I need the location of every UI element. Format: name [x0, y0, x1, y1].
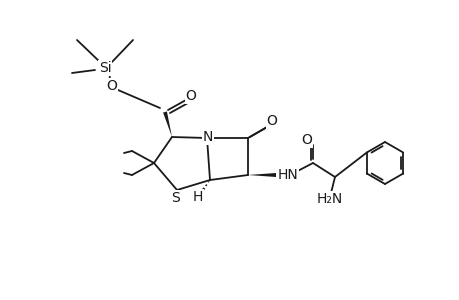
- Text: O: O: [106, 79, 117, 93]
- Text: Si: Si: [99, 61, 111, 75]
- Text: HN: HN: [277, 168, 298, 182]
- Polygon shape: [247, 173, 275, 177]
- Text: O: O: [301, 133, 312, 147]
- Text: H₂N: H₂N: [316, 192, 342, 206]
- Text: H: H: [192, 190, 203, 204]
- Text: N: N: [202, 130, 213, 144]
- Text: O: O: [266, 114, 277, 128]
- Polygon shape: [163, 112, 172, 137]
- Text: O: O: [185, 89, 196, 103]
- Text: S: S: [171, 191, 180, 205]
